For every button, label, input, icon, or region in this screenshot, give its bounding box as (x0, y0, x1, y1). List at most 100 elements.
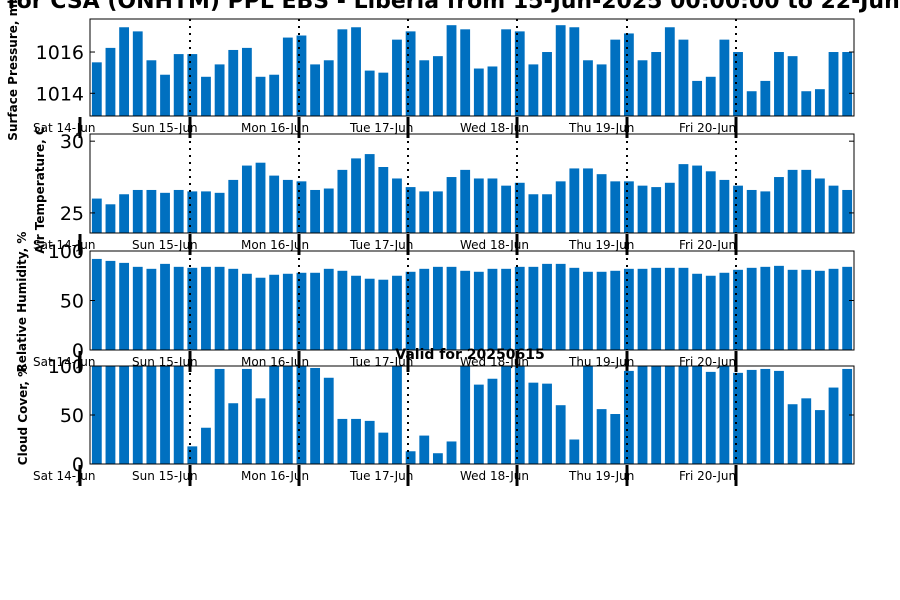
bar (282, 273, 293, 350)
xtick-label: Sun 15-Jun (132, 238, 198, 252)
bar (692, 80, 703, 116)
bar (432, 453, 443, 464)
bar (760, 368, 771, 464)
bar (542, 194, 552, 233)
bar (364, 70, 375, 116)
bar (501, 268, 512, 350)
bar (160, 263, 170, 350)
bar (828, 185, 839, 233)
bar (214, 64, 225, 116)
bar (828, 52, 839, 116)
bar (201, 191, 211, 233)
bar (146, 189, 157, 233)
bar (569, 27, 580, 116)
bar (296, 366, 307, 464)
bar (814, 410, 825, 464)
bar (705, 371, 716, 464)
xtick-label: Thu 19-Jun (568, 121, 634, 135)
xtick-label: Sun 15-Jun (132, 121, 198, 135)
bar (569, 439, 580, 464)
bar (746, 91, 757, 116)
bar (337, 29, 348, 116)
bar (596, 64, 607, 116)
bar (119, 27, 130, 116)
bar (351, 158, 361, 233)
bar (187, 191, 198, 233)
bar (814, 178, 825, 233)
bar (255, 277, 266, 350)
xtick-label: Mon 16-Jun (241, 469, 309, 483)
xtick-label: Mon 16-Jun (241, 238, 309, 252)
figure-title: ...st for CSA (ONHTM) PPL EBS - Liberia … (0, 0, 900, 14)
bar (91, 258, 102, 350)
bar (787, 169, 798, 233)
xtick-label: Sat 14-Jun (33, 469, 96, 483)
bar (460, 29, 471, 116)
bar (623, 268, 634, 350)
bar (351, 418, 361, 464)
xtick-label: Sat 14-Jun (33, 355, 96, 369)
bar (774, 265, 784, 350)
bar (692, 165, 703, 233)
bar (228, 403, 239, 464)
bar (678, 164, 689, 233)
panel-1: 1014 1016 Surface Pressure, mb Sat 14-Jun Su… (6, 0, 855, 141)
figure-subtitle: Valid for 20250615 (395, 347, 544, 363)
bar (446, 177, 457, 233)
bar (678, 267, 689, 350)
bar (241, 368, 252, 464)
bar (528, 266, 539, 350)
bar (746, 267, 757, 350)
bar (473, 68, 484, 116)
bar (555, 405, 566, 464)
bar (241, 165, 252, 233)
xtick-label: Fri 20-Jun (679, 121, 736, 135)
bar (310, 64, 321, 116)
xtick-label: Mon 16-Jun (241, 121, 309, 135)
bar (160, 74, 170, 116)
bar (733, 52, 743, 116)
bar (501, 29, 512, 116)
bar (664, 27, 675, 116)
bar (201, 266, 211, 350)
bar (610, 39, 621, 116)
bar (746, 369, 757, 464)
y-axis-label: Cloud Cover, % (16, 365, 30, 465)
bar (787, 404, 798, 464)
bar (282, 179, 293, 233)
bar (432, 191, 443, 233)
bar (432, 56, 443, 116)
bar (419, 268, 430, 350)
bar (637, 366, 648, 464)
xtick-label: Tue 17-Jun (349, 121, 413, 135)
bar (460, 270, 471, 350)
bar (623, 181, 634, 233)
bar (296, 35, 307, 117)
bar (514, 31, 525, 117)
bar (542, 263, 552, 350)
bar (514, 182, 525, 233)
bar (91, 62, 102, 116)
bar (378, 279, 389, 350)
bar (419, 435, 430, 464)
bar (323, 377, 334, 464)
bar (801, 169, 812, 233)
bar (269, 74, 280, 116)
bar (487, 66, 498, 116)
bar (801, 91, 812, 116)
bar (514, 266, 525, 350)
bar (132, 189, 143, 233)
bar (392, 178, 402, 233)
ytick-label: 50 (60, 405, 84, 427)
bar (351, 275, 361, 350)
bar (160, 192, 170, 233)
bar (596, 271, 607, 350)
bar (337, 270, 348, 350)
plot-frame (89, 18, 855, 117)
xtick-label: Fri 20-Jun (679, 469, 736, 483)
bar (187, 267, 198, 350)
xtick-label: Tue 17-Jun (349, 238, 413, 252)
bar (241, 47, 252, 116)
